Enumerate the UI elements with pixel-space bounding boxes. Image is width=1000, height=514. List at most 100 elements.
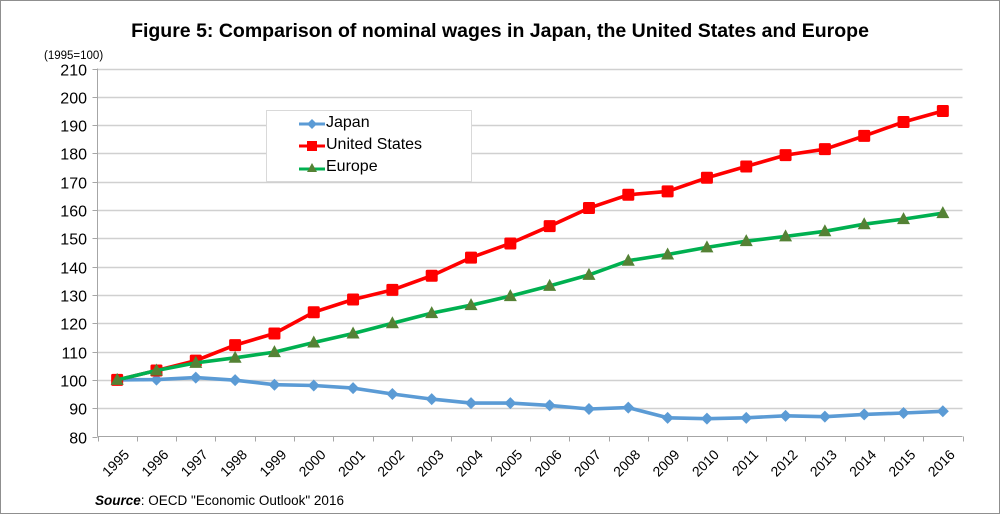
data-point-square xyxy=(818,143,831,156)
y-tick-label: 170 xyxy=(60,176,87,193)
x-tick-label: 2001 xyxy=(335,446,368,479)
data-point-square xyxy=(622,188,635,201)
data-point-diamond xyxy=(307,379,320,392)
y-tick-label: 150 xyxy=(60,232,87,249)
data-point-square xyxy=(268,327,281,340)
x-tick-label: 2016 xyxy=(925,446,958,479)
data-point-diamond xyxy=(150,373,163,386)
y-tick-label: 90 xyxy=(69,402,87,419)
data-point-triangle xyxy=(385,316,399,329)
data-point-square xyxy=(740,160,753,173)
data-point-square xyxy=(504,237,517,250)
data-point-triangle xyxy=(818,224,832,237)
data-point-square xyxy=(229,339,242,352)
y-tick-label: 120 xyxy=(60,317,87,334)
legend-label-united-states: United States xyxy=(326,136,423,153)
y-tick-label: 100 xyxy=(60,374,87,391)
series-europe xyxy=(110,206,950,385)
data-point-triangle xyxy=(267,345,281,358)
data-point-square xyxy=(858,129,871,142)
data-point-triangle xyxy=(857,217,871,230)
data-point-triangle xyxy=(621,253,635,266)
x-tick-label: 2011 xyxy=(729,446,762,479)
data-point-diamond xyxy=(425,393,438,406)
data-point-triangle xyxy=(189,355,203,368)
x-tick-label: 1999 xyxy=(256,446,289,479)
data-point-triangle xyxy=(582,267,596,280)
data-point-diamond xyxy=(779,409,792,422)
x-tick-label: 2003 xyxy=(413,446,446,479)
square-marker-icon xyxy=(299,141,325,151)
data-point-triangle xyxy=(149,363,163,376)
data-point-triangle xyxy=(700,240,714,253)
data-point-triangle xyxy=(425,306,439,319)
data-point-square xyxy=(936,104,949,117)
legend-label-europe: Europe xyxy=(326,158,378,175)
data-point-triangle xyxy=(503,289,517,302)
data-point-triangle xyxy=(897,212,911,225)
legend-item-united-states: United States xyxy=(267,135,471,157)
y-tick-label: 130 xyxy=(60,289,87,306)
data-point-diamond xyxy=(700,412,713,425)
y-tick-label: 180 xyxy=(60,147,87,164)
series-united-states xyxy=(111,104,949,386)
x-tick-label: 2010 xyxy=(689,446,722,479)
y-tick-label: 190 xyxy=(60,119,87,136)
data-point-triangle xyxy=(228,350,242,363)
y-tick-label: 110 xyxy=(61,346,87,363)
source-note: Source: OECD "Economic Outlook" 2016 xyxy=(95,493,344,508)
x-tick-label: 2012 xyxy=(767,446,800,479)
data-point-triangle xyxy=(307,335,321,348)
x-tick-label: 1996 xyxy=(138,446,171,479)
series-group xyxy=(110,104,950,425)
data-point-triangle xyxy=(936,206,950,219)
x-tick-label: 1997 xyxy=(178,446,211,479)
data-point-square xyxy=(307,306,320,319)
x-tick-label: 2013 xyxy=(807,446,840,479)
x-tick-label: 2008 xyxy=(610,446,643,479)
data-point-square xyxy=(661,185,674,198)
data-point-diamond xyxy=(465,397,478,410)
y-axis-unit-label: (1995=100) xyxy=(44,50,104,62)
data-point-triangle xyxy=(661,247,675,260)
x-tick-label: 2009 xyxy=(649,446,682,479)
x-tick-label: 2004 xyxy=(453,446,486,479)
data-point-diamond xyxy=(268,378,281,391)
data-point-diamond xyxy=(189,371,202,384)
y-tick-label: 210 xyxy=(60,63,87,80)
data-point-diamond xyxy=(347,382,360,395)
y-tick-label: 80 xyxy=(69,431,87,448)
data-point-square xyxy=(700,171,713,184)
chart-title: Figure 5: Comparison of nominal wages in… xyxy=(131,20,869,42)
data-point-diamond xyxy=(386,388,399,401)
legend-item-europe: Europe xyxy=(267,157,471,179)
legend-item-japan: Japan xyxy=(267,113,471,135)
data-point-square xyxy=(897,116,910,129)
data-point-diamond xyxy=(622,401,635,414)
series-line xyxy=(116,109,944,382)
data-point-diamond xyxy=(229,374,242,387)
data-point-square xyxy=(779,149,792,162)
data-point-triangle xyxy=(110,372,124,385)
y-tick-label: 200 xyxy=(60,91,87,108)
data-point-diamond xyxy=(858,408,871,421)
data-point-diamond xyxy=(504,397,517,410)
source-label: Source xyxy=(95,493,141,508)
x-tick-labels: 1995 1996 1997 1998 1999 2000 2001 2002 2003 2004… xyxy=(99,446,958,479)
gridlines xyxy=(97,68,963,410)
x-tick-label: 2007 xyxy=(571,446,604,479)
data-point-diamond xyxy=(818,410,831,423)
data-point-triangle xyxy=(739,234,753,247)
data-point-diamond xyxy=(897,407,910,420)
source-text: : OECD "Economic Outlook" 2016 xyxy=(140,493,344,508)
data-point-triangle xyxy=(543,278,557,291)
data-point-diamond xyxy=(740,411,753,424)
y-tick-label: 160 xyxy=(60,204,87,221)
data-point-diamond xyxy=(582,403,595,416)
x-tick-label: 2005 xyxy=(492,446,525,479)
legend-label-japan: Japan xyxy=(326,114,370,131)
data-point-triangle xyxy=(464,298,478,311)
triangle-marker-icon xyxy=(299,163,325,172)
